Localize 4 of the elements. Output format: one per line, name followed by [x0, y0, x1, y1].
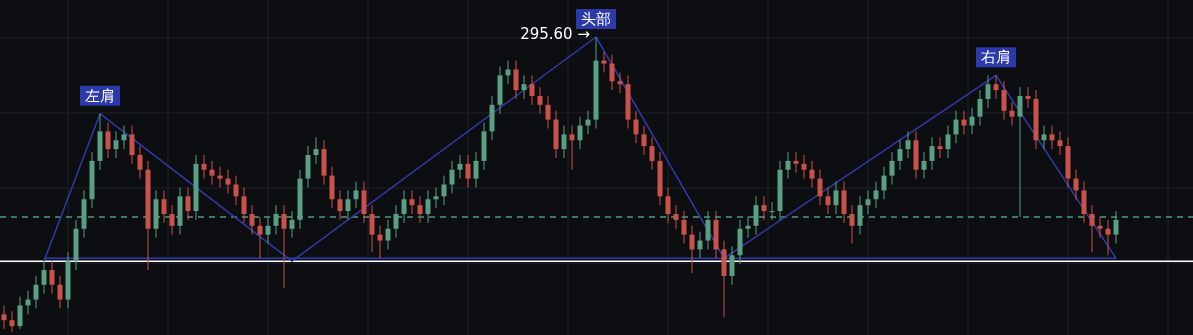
annotation: 右肩	[981, 48, 1011, 67]
annotation: 左肩	[85, 86, 115, 105]
annotation: 头部	[581, 10, 611, 28]
annotation: 295.60 →	[520, 25, 590, 43]
